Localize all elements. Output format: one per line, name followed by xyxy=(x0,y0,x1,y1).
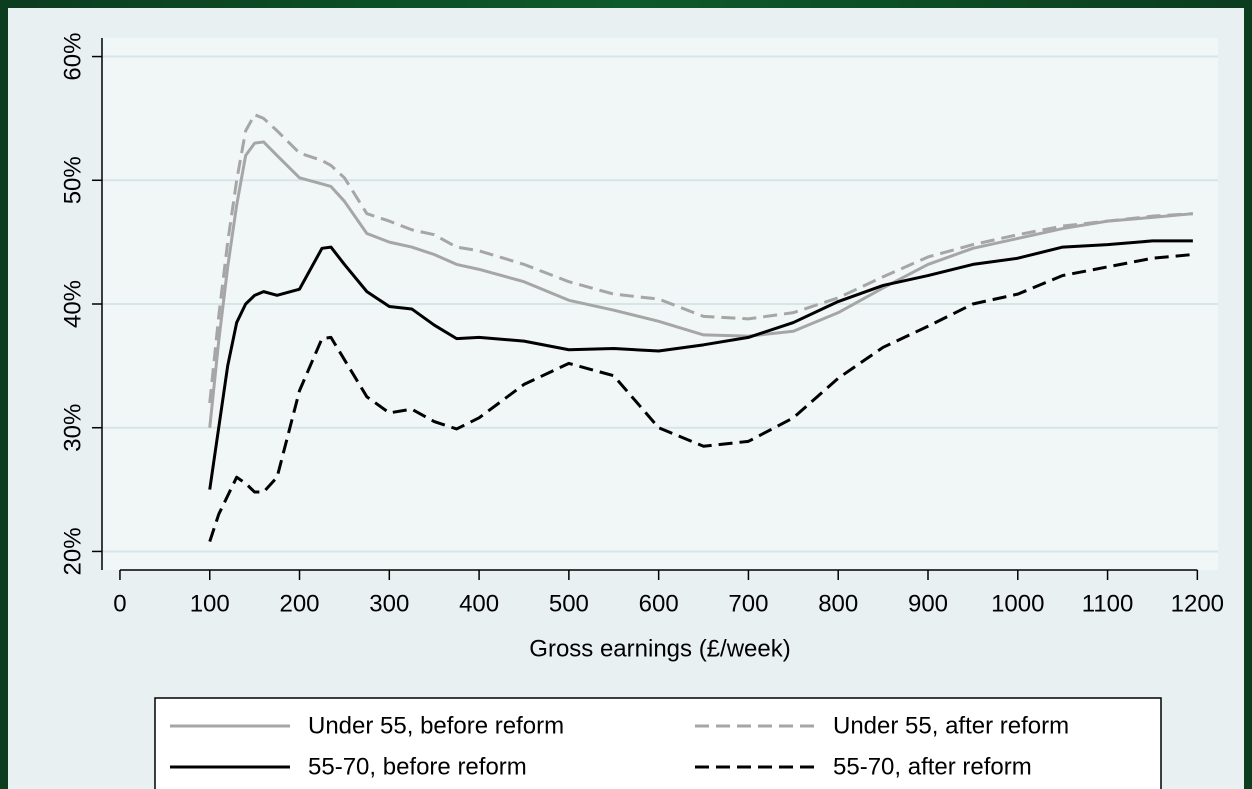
series-line xyxy=(208,239,1193,490)
x-tick-label: 0 xyxy=(113,590,126,617)
x-tick-label: 800 xyxy=(818,590,858,617)
y-tick-label: 20% xyxy=(59,527,86,575)
x-tick-label: 1100 xyxy=(1082,590,1134,617)
x-tick-label: 600 xyxy=(639,590,679,617)
x-tick-label: 1000 xyxy=(991,590,1044,617)
x-tick-label: 400 xyxy=(459,590,499,617)
series-line xyxy=(208,140,1193,428)
x-tick-label: 200 xyxy=(279,590,319,617)
legend-label: Under 55, after reform xyxy=(833,712,1069,739)
series-line xyxy=(208,113,1193,404)
legend-label: 55-70, after reform xyxy=(833,753,1032,780)
y-tick-label: 30% xyxy=(59,404,86,452)
x-tick-label: 500 xyxy=(549,590,589,617)
y-tick-label: 40% xyxy=(59,280,86,328)
x-axis-title: Gross earnings (£/week) xyxy=(529,635,790,662)
x-tick-label: 900 xyxy=(908,590,948,617)
y-tick-label: 50% xyxy=(59,156,86,204)
y-tick-label: 60% xyxy=(59,33,86,81)
legend-label: Under 55, before reform xyxy=(308,712,564,739)
x-tick-label: 700 xyxy=(728,590,768,617)
x-tick-label: 300 xyxy=(369,590,409,617)
x-tick-label: 100 xyxy=(190,590,230,617)
legend-label: 55-70, before reform xyxy=(308,753,527,780)
series-line xyxy=(208,253,1193,543)
legend-box xyxy=(154,697,1162,789)
x-tick-label: 1200 xyxy=(1171,590,1224,617)
